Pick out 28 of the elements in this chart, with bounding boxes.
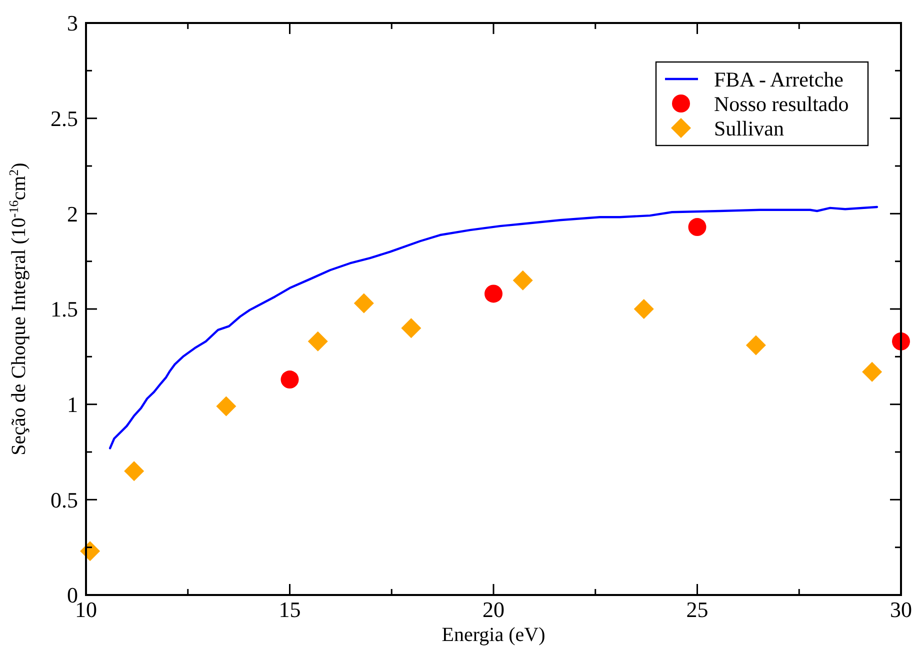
y-tick-label: 0.5 bbox=[50, 487, 78, 512]
line-series bbox=[108, 206, 878, 450]
y-tick-label: 1 bbox=[67, 392, 78, 418]
x-tick-label: 30 bbox=[890, 597, 912, 622]
point bbox=[688, 218, 706, 236]
y-tick-label: 2 bbox=[67, 201, 78, 226]
y-tick-label: 1.5 bbox=[50, 296, 78, 322]
x-axis-title: Energia (eV) bbox=[442, 624, 546, 646]
y-tick-label: 0 bbox=[67, 582, 78, 608]
point bbox=[746, 335, 766, 356]
point bbox=[124, 461, 144, 482]
point bbox=[634, 299, 654, 319]
point bbox=[308, 331, 328, 352]
x-tick-label: 15 bbox=[278, 597, 301, 622]
legend-label: Nosso resultado bbox=[714, 92, 849, 116]
y-tick-label: 3 bbox=[67, 10, 78, 36]
point bbox=[354, 293, 374, 314]
y-tick-label: 2.5 bbox=[50, 106, 78, 132]
point bbox=[512, 270, 533, 290]
point bbox=[862, 362, 882, 382]
point bbox=[484, 284, 502, 303]
x-tick-label: 20 bbox=[482, 597, 504, 622]
legend-label: Sullivan bbox=[714, 116, 785, 140]
point bbox=[280, 370, 299, 389]
legend-label: FBA - Arretche bbox=[714, 67, 844, 92]
x-tick-label: 25 bbox=[686, 597, 708, 622]
point bbox=[401, 318, 422, 338]
point bbox=[216, 396, 236, 416]
